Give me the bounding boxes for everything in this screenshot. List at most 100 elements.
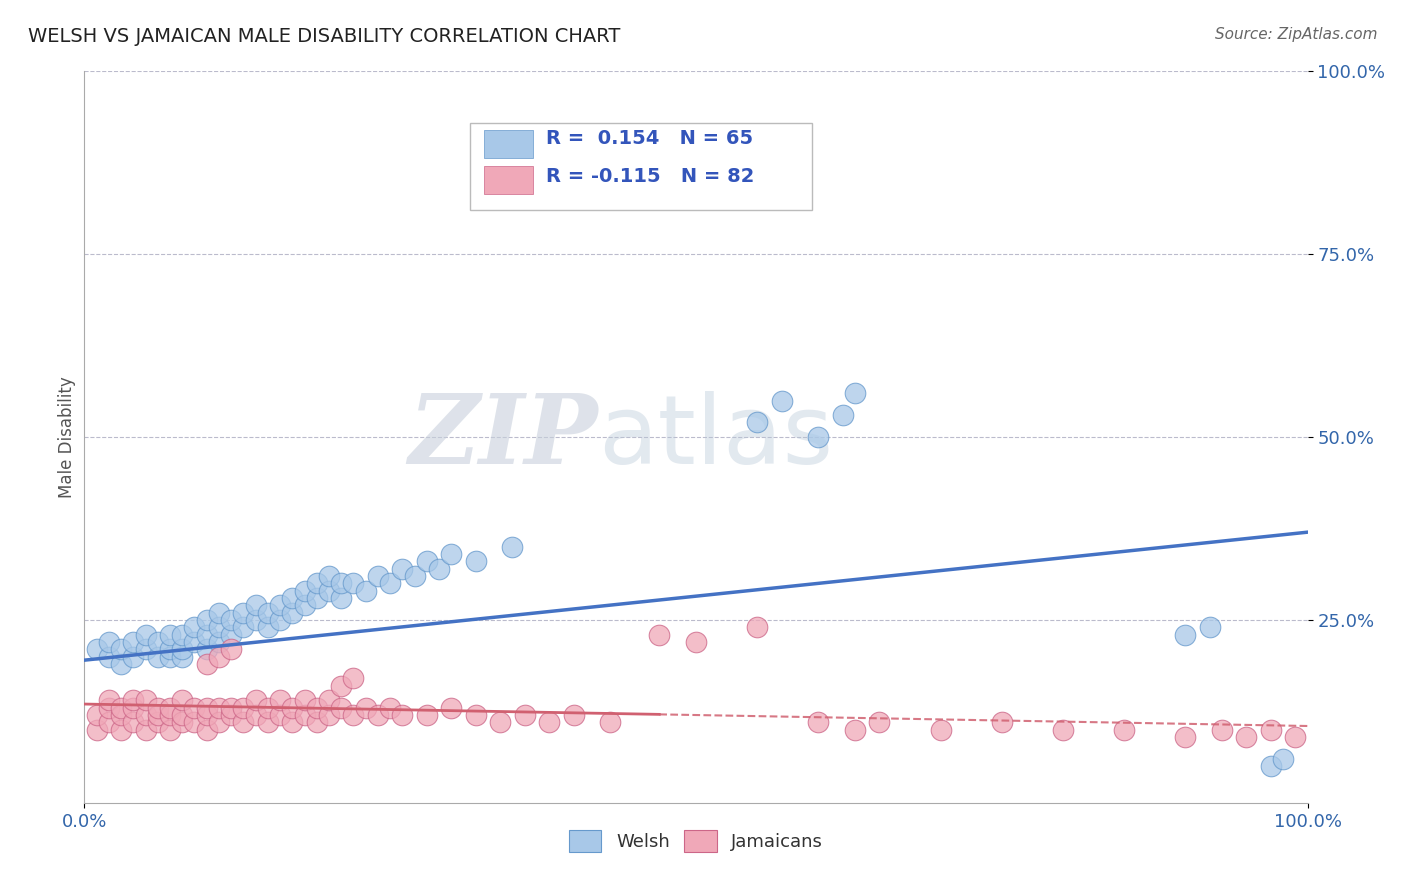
Point [281, 606, 304, 620]
Point [294, 599, 316, 613]
Point [208, 715, 231, 730]
Point [1052, 723, 1074, 737]
Point [1198, 620, 1220, 634]
Point [367, 708, 389, 723]
Point [257, 606, 280, 620]
Point [281, 700, 304, 714]
Point [807, 430, 830, 444]
Point [318, 708, 340, 723]
Point [172, 642, 194, 657]
Point [464, 708, 486, 723]
Point [110, 700, 132, 714]
Point [159, 723, 181, 737]
Point [318, 569, 340, 583]
Point [391, 562, 413, 576]
Point [330, 576, 353, 591]
Point [416, 554, 439, 568]
Point [208, 700, 231, 714]
Point [245, 708, 267, 723]
Point [380, 700, 402, 714]
Point [86, 723, 108, 737]
Point [159, 708, 181, 723]
Point [195, 613, 218, 627]
Point [269, 708, 291, 723]
Point [1236, 730, 1258, 744]
Point [489, 715, 512, 730]
Point [208, 649, 231, 664]
Point [1114, 723, 1136, 737]
Point [869, 715, 891, 730]
Point [172, 715, 194, 730]
Point [269, 693, 291, 707]
Point [183, 635, 205, 649]
Point [269, 599, 291, 613]
Point [146, 635, 169, 649]
Point [330, 591, 353, 605]
Point [305, 576, 328, 591]
Point [110, 657, 132, 671]
Point [991, 715, 1014, 730]
Point [599, 715, 621, 730]
Point [146, 700, 169, 714]
Point [122, 715, 145, 730]
Point [159, 700, 181, 714]
Point [195, 700, 218, 714]
Point [416, 708, 439, 723]
Point [269, 613, 291, 627]
FancyBboxPatch shape [470, 122, 813, 211]
Point [427, 562, 450, 576]
Point [342, 708, 364, 723]
Point [195, 642, 218, 657]
Point [208, 620, 231, 634]
Point [294, 583, 316, 598]
Point [257, 715, 280, 730]
Point [502, 540, 524, 554]
Point [342, 576, 364, 591]
Point [318, 693, 340, 707]
Point [257, 700, 280, 714]
Point [513, 708, 536, 723]
Point [146, 715, 169, 730]
Point [146, 708, 169, 723]
Y-axis label: Male Disability: Male Disability [58, 376, 76, 498]
Point [172, 649, 194, 664]
Point [232, 715, 254, 730]
Point [245, 693, 267, 707]
Point [330, 700, 353, 714]
Point [648, 627, 671, 641]
Text: ZIP: ZIP [409, 390, 598, 484]
Point [97, 700, 120, 714]
Point [219, 613, 242, 627]
Point [208, 606, 231, 620]
Point [159, 649, 181, 664]
Point [1211, 723, 1233, 737]
Point [135, 708, 157, 723]
Point [183, 620, 205, 634]
Point [219, 627, 242, 641]
Point [172, 708, 194, 723]
Point [159, 627, 181, 641]
Point [538, 715, 561, 730]
Legend: Welsh, Jamaicans: Welsh, Jamaicans [562, 823, 830, 860]
Point [305, 715, 328, 730]
Point [305, 700, 328, 714]
Point [135, 627, 157, 641]
Point [342, 672, 364, 686]
Point [232, 700, 254, 714]
Point [747, 620, 769, 634]
Point [305, 591, 328, 605]
FancyBboxPatch shape [484, 130, 533, 158]
Point [97, 715, 120, 730]
Point [172, 693, 194, 707]
Text: WELSH VS JAMAICAN MALE DISABILITY CORRELATION CHART: WELSH VS JAMAICAN MALE DISABILITY CORREL… [28, 27, 620, 45]
Point [110, 708, 132, 723]
Point [294, 693, 316, 707]
Point [232, 620, 254, 634]
Point [135, 642, 157, 657]
Point [1260, 759, 1282, 773]
Point [245, 599, 267, 613]
Point [122, 635, 145, 649]
Point [294, 708, 316, 723]
Point [208, 635, 231, 649]
Point [1260, 723, 1282, 737]
